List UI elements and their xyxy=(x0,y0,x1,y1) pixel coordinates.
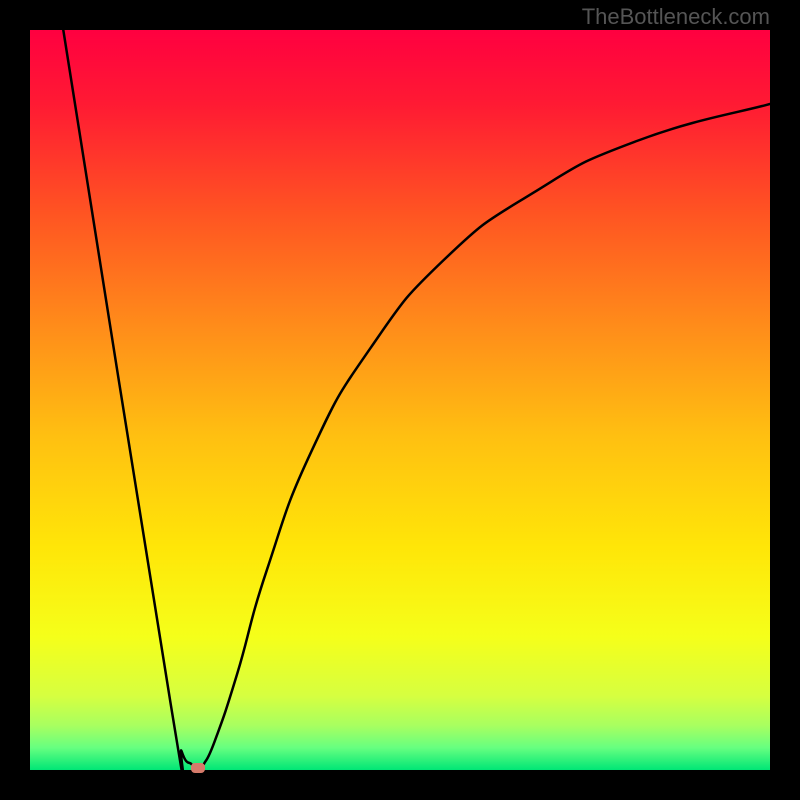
plot-area xyxy=(30,30,770,770)
curve-svg xyxy=(30,30,770,770)
chart-container: TheBottleneck.com xyxy=(0,0,800,800)
curve-left-branch xyxy=(63,30,191,770)
curve-right-branch xyxy=(204,104,770,764)
min-marker xyxy=(191,763,205,773)
watermark-text: TheBottleneck.com xyxy=(582,4,770,30)
